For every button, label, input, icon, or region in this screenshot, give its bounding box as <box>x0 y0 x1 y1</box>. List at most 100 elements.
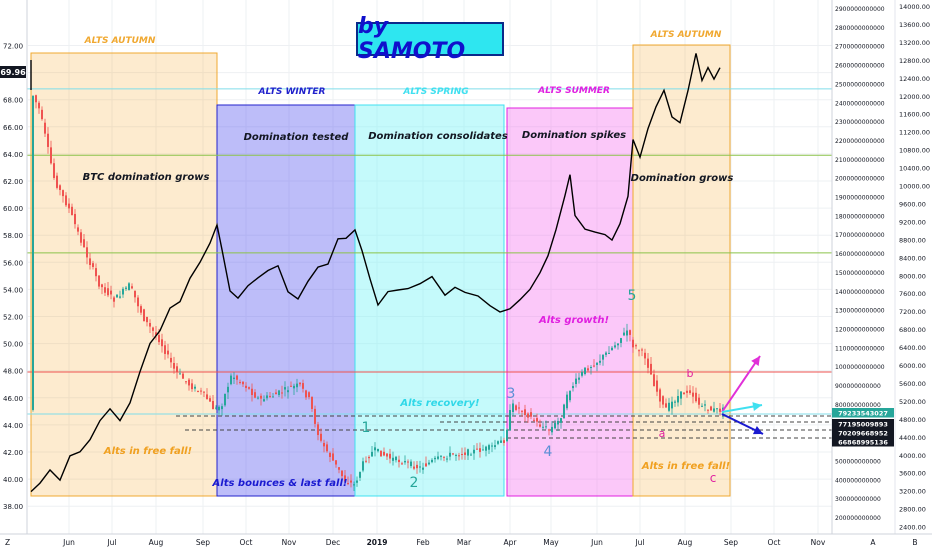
arrow-flat-cyan-head <box>752 402 762 411</box>
candle-body <box>581 371 583 376</box>
candle-body <box>629 330 631 335</box>
candle-body <box>83 239 85 248</box>
left-tick-label: 52.00 <box>3 314 23 322</box>
btc-tick-label: 8400.00 <box>899 254 926 262</box>
candle-body <box>461 454 463 456</box>
cap-tick-label: 1600000000000 <box>835 251 885 258</box>
candle-body <box>140 306 142 313</box>
candle-body <box>272 396 274 398</box>
candle-body <box>344 475 346 482</box>
left-tick-label: 66.00 <box>3 124 23 132</box>
candle-body <box>158 335 160 343</box>
candle-body <box>413 466 415 469</box>
price-tag-label: 70209668952 <box>838 430 888 438</box>
season-label: ALTS AUTUMN <box>84 36 156 46</box>
candle-body <box>602 354 604 360</box>
candle-body <box>143 309 145 322</box>
x-tick-label: Sep <box>724 538 738 547</box>
candle-body <box>44 122 46 134</box>
season-note: Domination tested <box>244 132 350 143</box>
candle-body <box>209 398 211 402</box>
candle-body <box>689 390 691 394</box>
axis-corner-b: B <box>912 538 917 547</box>
candle-body <box>593 365 595 367</box>
candle-body <box>668 402 670 411</box>
candle-body <box>212 401 214 410</box>
candle-body <box>167 350 169 355</box>
x-tick-label: Aug <box>149 538 164 547</box>
price-tag-bg <box>832 408 894 418</box>
btc-tick-label: 9200.00 <box>899 218 926 226</box>
candle-body <box>644 352 646 359</box>
candle-body <box>296 383 298 388</box>
wave-label: 3 <box>507 386 516 402</box>
season-bottom-note: Alts in free fall! <box>641 461 730 472</box>
left-tick-label: 46.00 <box>3 395 23 403</box>
candle-body <box>599 360 601 363</box>
bottom-axis-bg <box>0 534 932 550</box>
left-tick-label: 62.00 <box>3 178 23 186</box>
candle-body <box>41 109 43 120</box>
candle-body <box>686 390 688 393</box>
candle-body <box>365 460 367 462</box>
candle-body <box>131 286 133 289</box>
left-tick-label: 56.00 <box>3 259 23 267</box>
cap-tick-label: 2700000000000 <box>835 44 885 51</box>
candle-body <box>452 453 454 455</box>
candle-body <box>422 467 424 470</box>
price-tag-bg <box>832 437 894 447</box>
candle-body <box>653 374 655 387</box>
candle-body <box>368 456 370 459</box>
cap-tick-label: 2000000000000 <box>835 176 885 183</box>
candle-body <box>356 480 358 483</box>
cap-tick-label: 300000000000 <box>835 496 881 503</box>
candle-body <box>86 247 88 258</box>
wave-label: a <box>659 427 666 440</box>
candle-body <box>476 448 478 450</box>
candle-body <box>74 213 76 225</box>
candle-body <box>260 395 262 399</box>
candle-body <box>425 463 427 467</box>
x-tick-label: Nov <box>282 538 297 547</box>
candle-body <box>587 368 589 371</box>
candle-body <box>275 392 277 395</box>
btc-tick-label: 9600.00 <box>899 200 926 208</box>
candle-body <box>254 392 256 398</box>
candle-body <box>47 133 49 147</box>
candle-body <box>245 385 247 388</box>
candle-body <box>659 389 661 402</box>
candle-body <box>278 390 280 396</box>
btc-tick-label: 4000.00 <box>899 452 926 460</box>
price-tag-label: 66868995136 <box>838 439 888 447</box>
candle-body <box>104 287 106 293</box>
cap-tick-label: 1300000000000 <box>835 308 885 315</box>
candle-body <box>323 442 325 447</box>
candle-body <box>173 363 175 369</box>
cap-tick-label: 2800000000000 <box>835 25 885 32</box>
candle-body <box>56 175 58 188</box>
candle-body <box>293 385 295 389</box>
candle-body <box>230 375 232 385</box>
candle-body <box>332 453 334 461</box>
candle-body <box>389 453 391 459</box>
candle-body <box>545 426 547 428</box>
candle-body <box>671 401 673 409</box>
candle-body <box>89 258 91 265</box>
candle-body <box>398 459 400 463</box>
candle-body <box>263 399 265 402</box>
candle-body <box>149 322 151 327</box>
candle-body <box>227 386 229 393</box>
candle-body <box>185 381 187 383</box>
candle-body <box>218 406 220 411</box>
cap-tick-label: 800000000000 <box>835 402 881 409</box>
x-tick-label: Nov <box>811 538 826 547</box>
cap-tick-label: 500000000000 <box>835 458 881 465</box>
candle-body <box>119 296 121 298</box>
left-tick-label: 48.00 <box>3 368 23 376</box>
candle-body <box>305 390 307 398</box>
candle-body <box>395 456 397 461</box>
btc-tick-label: 6000.00 <box>899 362 926 370</box>
x-tick-label: Jun <box>590 538 603 547</box>
candle-body <box>620 338 622 343</box>
